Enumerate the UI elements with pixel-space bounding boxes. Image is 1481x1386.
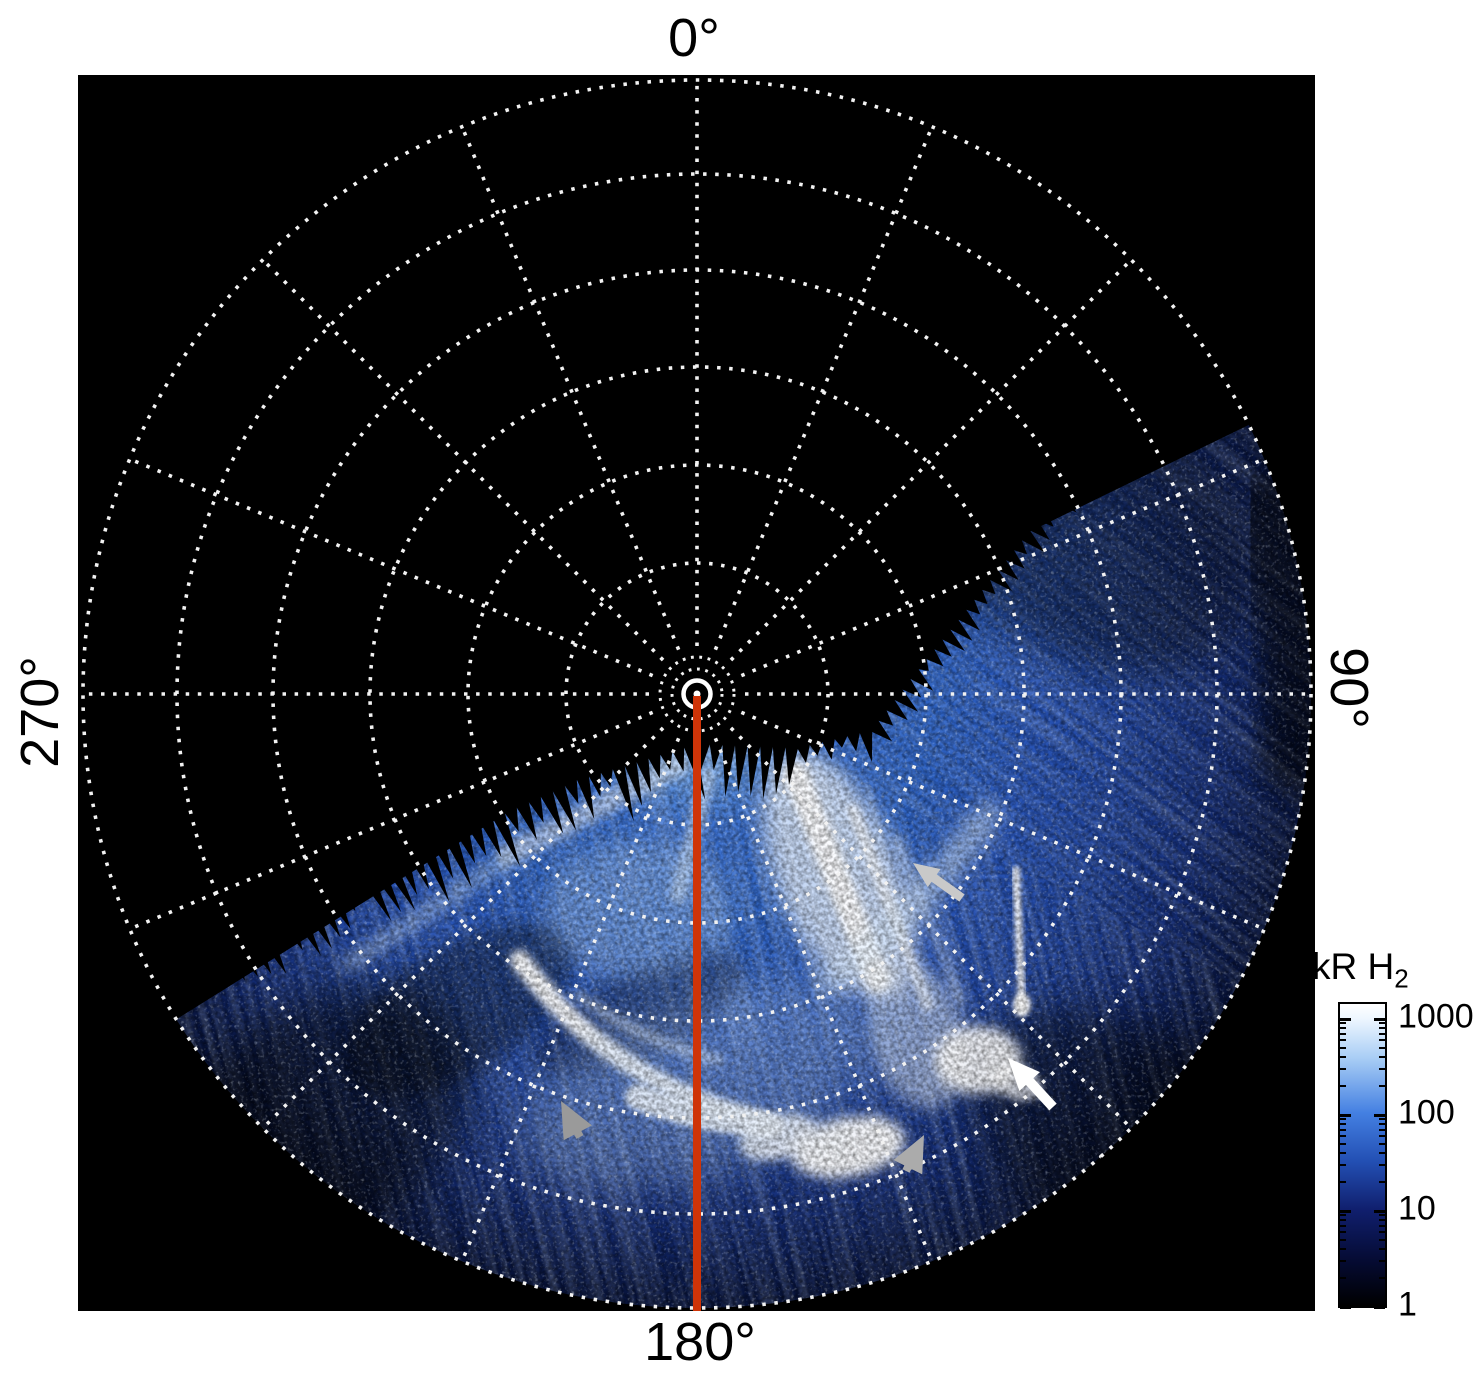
colorbar-tick <box>1379 1164 1385 1167</box>
angle-label-270: 270° <box>10 656 70 768</box>
colorbar-tick <box>1379 1214 1385 1217</box>
colorbar-tick <box>1340 1128 1346 1131</box>
colorbar-tick <box>1379 1056 1385 1059</box>
pole-dot <box>693 690 701 698</box>
colorbar-tick <box>1340 1056 1346 1059</box>
colorbar-tick <box>1379 1046 1385 1049</box>
colorbar-tick <box>1374 1113 1385 1117</box>
colorbar-tick <box>1379 1277 1385 1280</box>
colorbar-tick <box>1340 1181 1346 1184</box>
colorbar-tick <box>1379 1231 1385 1234</box>
colorbar-tick <box>1340 1118 1346 1121</box>
colorbar-tick <box>1340 1260 1346 1263</box>
colorbar-tick <box>1379 1118 1385 1121</box>
colorbar-tick <box>1379 1142 1385 1145</box>
colorbar-title-sub: 2 <box>1394 963 1409 994</box>
colorbar-tick <box>1379 1219 1385 1222</box>
colorbar-tick <box>1379 1039 1385 1042</box>
colorbar-tick <box>1340 1305 1351 1309</box>
colorbar-tick <box>1340 1209 1351 1213</box>
colorbar-tick <box>1379 1135 1385 1138</box>
colorbar-tick <box>1374 1305 1385 1309</box>
colorbar-tick <box>1379 1248 1385 1251</box>
arrowhead-gray-left-head <box>561 1101 592 1141</box>
colorbar-title-main: kR H <box>1312 946 1395 987</box>
colorbar-tick <box>1340 1123 1346 1126</box>
colorbar-tick <box>1379 1128 1385 1131</box>
colorbar-tick-label: 1 <box>1398 1285 1417 1324</box>
colorbar-tick <box>1379 1068 1385 1071</box>
colorbar-tick <box>1340 1248 1346 1251</box>
colorbar-tick <box>1340 1214 1346 1217</box>
colorbar-tick <box>1340 1219 1346 1222</box>
colorbar-tick <box>1379 1032 1385 1035</box>
arrow-light-gray-shaft <box>929 872 965 902</box>
arrowhead-gray-right-head <box>893 1135 924 1175</box>
colorbar-tick <box>1379 1123 1385 1126</box>
colorbar-tick <box>1340 1164 1346 1167</box>
colorbar-tick <box>1340 1142 1346 1145</box>
colorbar-tick <box>1374 1209 1385 1213</box>
colorbar-tick-label: 1000 <box>1398 997 1474 1036</box>
colorbar <box>1338 1002 1387 1309</box>
colorbar-tick <box>1340 1032 1346 1035</box>
colorbar-tick <box>1374 1017 1385 1021</box>
colorbar-tick <box>1379 1260 1385 1263</box>
polar-aurora-plot <box>78 75 1315 1311</box>
colorbar-tick <box>1379 1027 1385 1030</box>
colorbar-tick <box>1379 1238 1385 1241</box>
colorbar-tick <box>1340 1085 1346 1088</box>
terminator-sawtooth <box>138 245 1263 981</box>
polar-graticule <box>81 78 1313 1310</box>
angle-label-0: 0° <box>668 8 720 68</box>
angle-label-180: 180° <box>644 1312 756 1372</box>
colorbar-tick-label: 10 <box>1398 1189 1436 1228</box>
colorbar-title: kR H2 <box>1312 946 1409 994</box>
colorbar-tick <box>1340 1046 1346 1049</box>
arrow-light-gray-head <box>913 863 941 888</box>
colorbar-tick <box>1340 1135 1346 1138</box>
colorbar-tick <box>1379 1181 1385 1184</box>
colorbar-tick <box>1340 1224 1346 1227</box>
arrow-white-head <box>1008 1058 1040 1092</box>
colorbar-tick <box>1340 1022 1346 1025</box>
colorbar-tick <box>1340 1238 1346 1241</box>
angle-label-90: 90° <box>1319 647 1379 729</box>
aurora-svg <box>78 75 1315 1311</box>
colorbar-tick <box>1379 1224 1385 1227</box>
colorbar-tick <box>1340 1277 1346 1280</box>
annotation-arrows <box>561 863 1057 1175</box>
colorbar-tick <box>1340 1152 1346 1155</box>
colorbar-tick <box>1379 1022 1385 1025</box>
arrow-white-shaft <box>1023 1075 1057 1111</box>
colorbar-tick <box>1340 1231 1346 1234</box>
colorbar-tick <box>1340 1027 1346 1030</box>
colorbar-tick <box>1340 1068 1346 1071</box>
colorbar-tick <box>1340 1017 1351 1021</box>
colorbar-tick <box>1340 1039 1346 1042</box>
colorbar-tick <box>1379 1152 1385 1155</box>
colorbar-tick <box>1379 1085 1385 1088</box>
colorbar-tick <box>1340 1113 1351 1117</box>
colorbar-tick-label: 100 <box>1398 1093 1455 1132</box>
